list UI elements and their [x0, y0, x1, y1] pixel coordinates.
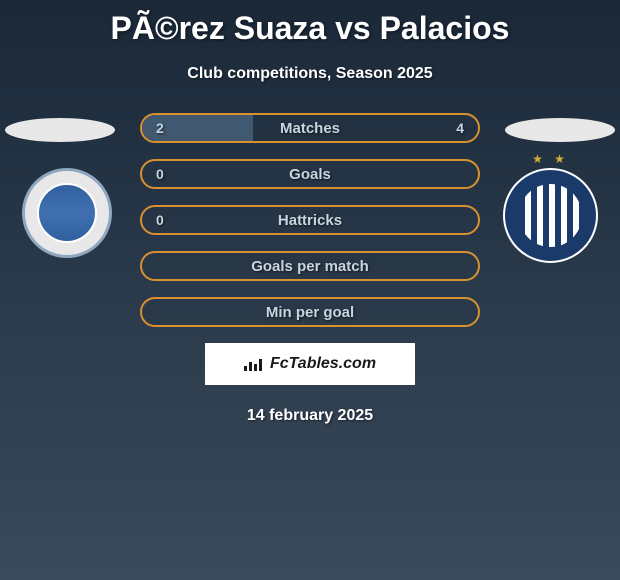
stat-label: Goals per match [142, 253, 478, 279]
right-player-ellipse [505, 118, 615, 142]
stat-value-right: 4 [456, 115, 464, 141]
stat-label: Hattricks [142, 207, 478, 233]
stat-bar-goals-per-match: Goals per match [140, 251, 480, 281]
page-title: PÃ©rez Suaza vs Palacios [0, 0, 620, 47]
stat-bar-matches: 2 Matches 4 [140, 113, 480, 143]
left-player-ellipse [5, 118, 115, 142]
chart-icon [244, 357, 264, 371]
page-subtitle: Club competitions, Season 2025 [0, 65, 620, 83]
stat-bars-container: 2 Matches 4 0 Goals 0 Hattricks Goals pe… [140, 113, 480, 327]
stat-label: Goals [142, 161, 478, 187]
stat-label: Matches [142, 115, 478, 141]
stat-bar-goals: 0 Goals [140, 159, 480, 189]
branding-box[interactable]: FcTables.com [205, 343, 415, 385]
comparison-content: 2 Matches 4 0 Goals 0 Hattricks Goals pe… [0, 113, 620, 425]
stat-bar-hattricks: 0 Hattricks [140, 205, 480, 235]
right-club-logo [503, 168, 598, 263]
branding-text: FcTables.com [270, 355, 376, 373]
left-club-logo [22, 168, 112, 258]
stat-bar-min-per-goal: Min per goal [140, 297, 480, 327]
footer-date: 14 february 2025 [0, 407, 620, 425]
stat-label: Min per goal [142, 299, 478, 325]
